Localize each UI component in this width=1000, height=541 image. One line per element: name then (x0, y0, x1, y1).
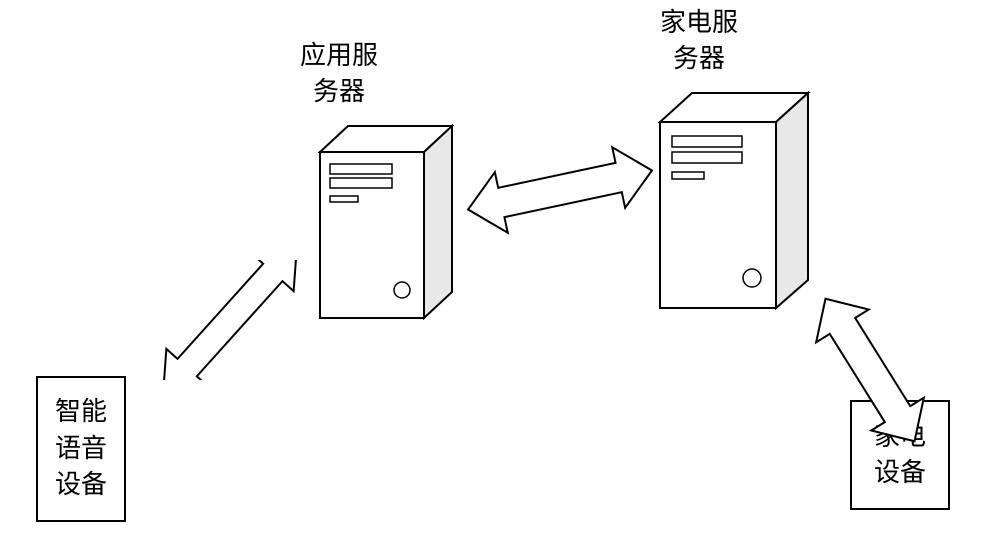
voice-device-line2: 语音 (55, 431, 107, 467)
arrow-voice-to-app (120, 260, 340, 380)
appliance-server-label: 家电服 务器 (660, 5, 738, 78)
voice-device-box: 智能 语音 设备 (36, 376, 126, 522)
appliance-server-label-line2: 务器 (660, 41, 738, 77)
app-server-label-line1: 应用服 (300, 38, 378, 74)
appliance-server-label-line1: 家电服 (660, 5, 738, 41)
voice-device-line1: 智能 (55, 394, 107, 430)
server-icon (650, 86, 820, 316)
app-server-label-line2: 务器 (300, 74, 378, 110)
arrow-appliance-server-to-device (790, 290, 950, 450)
voice-device-line3: 设备 (55, 467, 107, 503)
appliance-device-line2: 设备 (874, 455, 926, 491)
arrow-app-to-appliance-server (460, 140, 660, 240)
app-server-label: 应用服 务器 (300, 38, 378, 111)
appliance-server-icon (650, 86, 820, 316)
